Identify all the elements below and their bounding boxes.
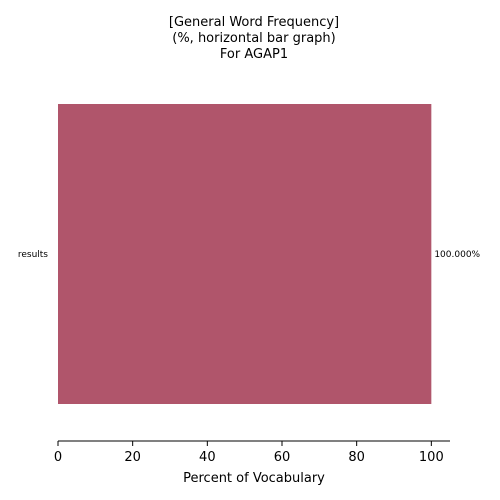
- chart-title-line-2: (%, horizontal bar graph): [172, 31, 335, 46]
- value-label: 100.000%: [434, 250, 480, 260]
- x-tick-label: 80: [348, 450, 365, 465]
- chart-title: [General Word Frequency] (%, horizontal …: [169, 15, 339, 62]
- category-label: results: [18, 250, 48, 260]
- x-tick-label: 40: [199, 450, 216, 465]
- x-tick-label: 0: [54, 450, 62, 465]
- x-axis-label: Percent of Vocabulary: [183, 471, 325, 486]
- x-tick-label: 20: [124, 450, 141, 465]
- category-labels: results: [18, 250, 48, 260]
- x-tick-label: 100: [419, 450, 444, 465]
- chart-title-line-3: For AGAP1: [220, 47, 288, 62]
- chart-title-line-1: [General Word Frequency]: [169, 15, 339, 30]
- value-labels: 100.000%: [434, 250, 480, 260]
- x-axis: 0 20 40 60 80 100: [54, 440, 450, 465]
- bars-layer: [58, 104, 432, 404]
- bar: [58, 104, 432, 404]
- x-tick-label: 60: [274, 450, 291, 465]
